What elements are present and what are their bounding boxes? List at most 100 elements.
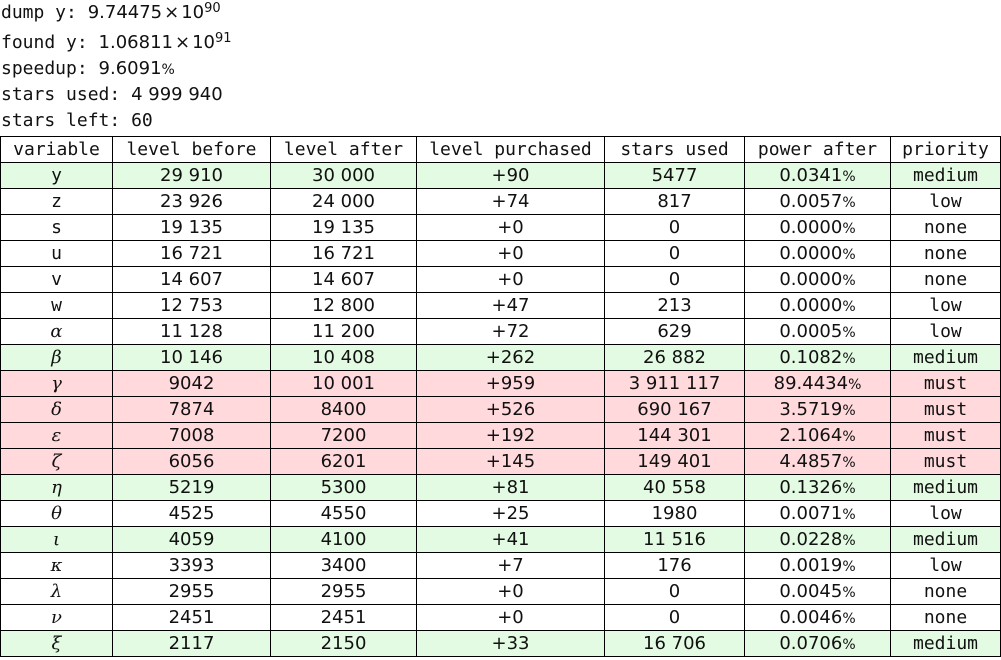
cell-level-after-value: 8400 <box>320 399 367 420</box>
table-row: y 29 910 30 000 +90 5477 0.0341% medium <box>0 162 1001 189</box>
cell-stars-used-value: 690 167 <box>637 399 712 420</box>
cell-power-after-value: 0.0019 <box>779 555 843 576</box>
cell-level-purchased: +262 <box>416 344 605 371</box>
percent-symbol: % <box>842 429 856 445</box>
cell-level-purchased: +33 <box>416 630 605 657</box>
cell-stars-used-value: 1980 <box>651 503 698 524</box>
cell-level-after-value: 24 000 <box>312 191 375 212</box>
cell-variable: s <box>0 214 113 241</box>
cell-level-before-value: 10 146 <box>160 347 223 368</box>
cell-stars-used: 0 <box>604 604 745 631</box>
cell-stars-used-value: 0 <box>668 269 681 290</box>
cell-level-purchased: +526 <box>416 396 605 423</box>
cell-variable-value: β <box>51 347 62 368</box>
cell-level-before-value: 9042 <box>168 373 215 394</box>
table-row: θ 4525 4550 +25 1980 0.0071% low <box>0 500 1001 527</box>
cell-variable: γ <box>0 370 113 397</box>
cell-level-purchased-value: +74 <box>491 191 530 212</box>
percent-symbol: % <box>848 377 862 393</box>
cell-variable: v <box>0 266 113 293</box>
stars-left-value: 60 <box>131 110 153 131</box>
cell-level-before-value: 4059 <box>168 529 215 550</box>
cell-priority-value: must <box>923 451 968 472</box>
percent-symbol: % <box>842 611 856 627</box>
cell-power-after: 0.0000% <box>744 240 891 267</box>
cell-stars-used-value: 213 <box>657 295 692 316</box>
cell-variable-value: ν <box>51 607 62 628</box>
dump-y-exponent: 90 <box>204 1 221 16</box>
cell-level-before-value: 6056 <box>168 451 215 472</box>
dump-y-line: dump y: 9.74475 × 1090 <box>1 1 221 23</box>
cell-level-before-value: 29 910 <box>160 165 223 186</box>
cell-stars-used-value: 26 882 <box>643 347 706 368</box>
table-row: z 23 926 24 000 +74 817 0.0057% low <box>0 188 1001 215</box>
cell-level-after-value: 2150 <box>320 633 367 654</box>
cell-variable-value: α <box>50 321 63 342</box>
cell-level-before: 16 721 <box>112 240 271 267</box>
column-header-level-purchased: level purchased <box>416 136 605 163</box>
cell-level-before: 14 607 <box>112 266 271 293</box>
cell-stars-used: 40 558 <box>604 474 745 501</box>
cell-variable: α <box>0 318 113 345</box>
cell-priority: medium <box>890 630 1001 657</box>
cell-priority-value: medium <box>912 165 979 186</box>
table-row: s 19 135 19 135 +0 0 0.0000% none <box>0 214 1001 241</box>
cell-level-purchased-value: +0 <box>497 217 524 238</box>
cell-level-after: 4550 <box>270 500 417 527</box>
cell-level-before: 19 135 <box>112 214 271 241</box>
cell-variable: λ <box>0 578 113 605</box>
cell-level-purchased-value: +0 <box>497 581 524 602</box>
cell-priority: none <box>890 240 1001 267</box>
cell-variable-value: λ <box>50 581 63 602</box>
cell-level-purchased-value: +72 <box>491 321 530 342</box>
cell-level-after-value: 2451 <box>320 607 367 628</box>
cell-power-after-value: 0.0000 <box>779 269 843 290</box>
cell-stars-used: 149 401 <box>604 448 745 475</box>
cell-power-after-value: 2.1064 <box>779 425 843 446</box>
table-row: ν 2451 2451 +0 0 0.0046% none <box>0 604 1001 631</box>
cell-power-after: 0.1326% <box>744 474 891 501</box>
cell-priority: low <box>890 292 1001 319</box>
cell-level-after: 2451 <box>270 604 417 631</box>
cell-power-after-value: 3.5719 <box>779 399 843 420</box>
cell-power-after: 2.1064% <box>744 422 891 449</box>
cell-stars-used-value: 176 <box>657 555 692 576</box>
cell-level-before: 2955 <box>112 578 271 605</box>
table-row: α 11 128 11 200 +72 629 0.0005% low <box>0 318 1001 345</box>
percent-symbol: % <box>842 273 856 289</box>
percent-symbol: % <box>842 585 856 601</box>
speedup-line: speedup: 9.6091% <box>1 56 997 82</box>
cell-variable: ξ <box>0 630 113 657</box>
percent-symbol: % <box>842 637 856 653</box>
cell-level-before: 3393 <box>112 552 271 579</box>
cell-variable-value: η <box>51 477 62 498</box>
cell-priority: medium <box>890 344 1001 371</box>
percent-symbol: % <box>842 403 856 419</box>
cell-variable-value: ξ <box>51 633 62 654</box>
cell-priority-value: low <box>929 555 962 576</box>
found-y-line: found y: 1.06811 × 1091 <box>1 31 232 53</box>
percent-symbol: % <box>842 325 856 341</box>
cell-level-purchased-value: +90 <box>491 165 530 186</box>
cell-level-purchased: +145 <box>416 448 605 475</box>
cell-priority-value: medium <box>912 529 979 550</box>
cell-priority-value: none <box>923 581 968 602</box>
percent-symbol: % <box>842 299 856 315</box>
cell-level-after: 30 000 <box>270 162 417 189</box>
cell-variable: β <box>0 344 113 371</box>
cell-level-after: 8400 <box>270 396 417 423</box>
cell-level-purchased-value: +41 <box>491 529 530 550</box>
cell-level-before-value: 14 607 <box>160 269 223 290</box>
percent-symbol: % <box>842 221 856 237</box>
cell-stars-used: 629 <box>604 318 745 345</box>
percent-symbol: % <box>842 455 856 471</box>
column-header-level-after: level after <box>270 136 417 163</box>
cell-level-after-value: 4550 <box>320 503 367 524</box>
cell-variable-value: κ <box>50 555 63 576</box>
cell-level-purchased: +0 <box>416 604 605 631</box>
cell-stars-used: 144 301 <box>604 422 745 449</box>
cell-level-after-value: 10 408 <box>312 347 375 368</box>
cell-priority: low <box>890 500 1001 527</box>
cell-power-after: 0.0000% <box>744 214 891 241</box>
percent-symbol: % <box>161 62 175 78</box>
